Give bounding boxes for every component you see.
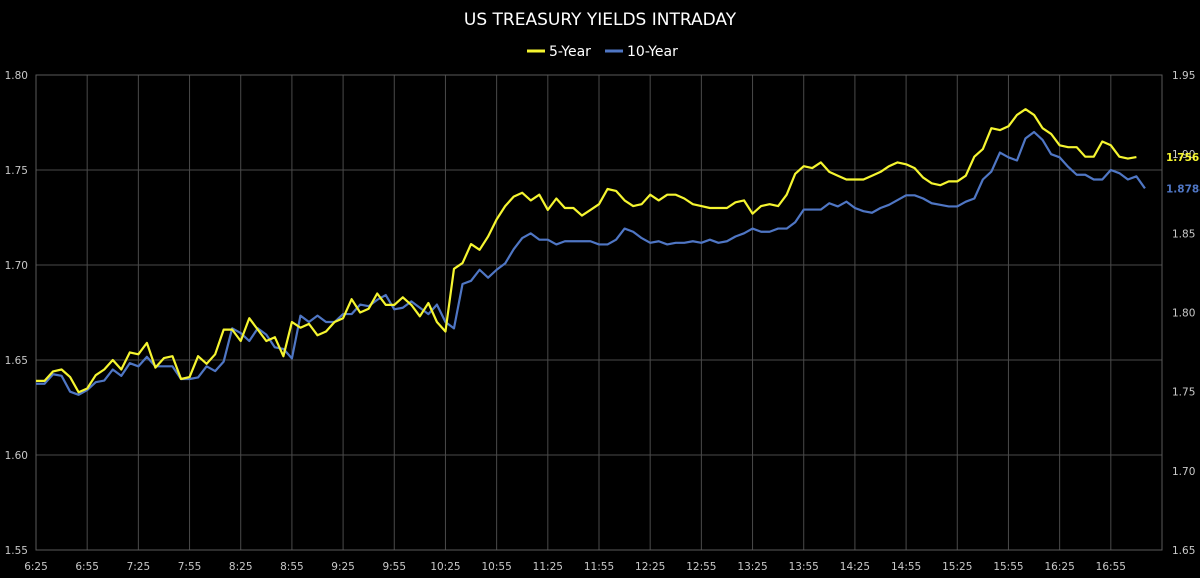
x-tick-label: 10:55 bbox=[482, 561, 512, 573]
legend-label-5-year: 5-Year bbox=[549, 44, 591, 60]
x-tick-label: 11:55 bbox=[584, 561, 614, 573]
x-tick-label: 8:25 bbox=[229, 561, 253, 573]
x-tick-label: 6:55 bbox=[75, 561, 99, 573]
legend: 5-Year 10-Year bbox=[527, 44, 678, 60]
chart-title: US TREASURY YIELDS INTRADAY bbox=[464, 10, 737, 30]
x-tick-label: 14:25 bbox=[840, 561, 870, 573]
y-axis-left: 1.55 1.60 1.65 1.70 1.75 1.80 bbox=[5, 70, 28, 557]
x-tick-label: 16:25 bbox=[1045, 561, 1075, 573]
grid-vertical bbox=[86, 75, 1112, 550]
x-tick-label: 15:55 bbox=[993, 561, 1023, 573]
plot-area-border bbox=[35, 74, 1163, 551]
y-tick-label-right: 1.65 bbox=[1172, 545, 1195, 557]
series-line-10-year bbox=[36, 130, 1146, 396]
y-tick-label-right: 1.85 bbox=[1172, 228, 1195, 240]
x-tick-label: 12:55 bbox=[686, 561, 716, 573]
end-labels: 1.8784 1.7568 bbox=[1166, 152, 1200, 195]
x-tick-label: 9:25 bbox=[331, 561, 355, 573]
x-tick-label: 13:25 bbox=[737, 561, 767, 573]
y-tick-label-left: 1.55 bbox=[5, 545, 28, 557]
end-label-5-year: 1.7568 bbox=[1166, 152, 1200, 164]
legend-label-10-year: 10-Year bbox=[627, 44, 678, 60]
x-tick-label: 13:55 bbox=[789, 561, 819, 573]
x-tick-label: 10:25 bbox=[430, 561, 460, 573]
y-tick-label-left: 1.65 bbox=[5, 355, 28, 367]
series-layer bbox=[36, 108, 1146, 396]
y-tick-label-right: 1.80 bbox=[1172, 308, 1195, 320]
y-tick-label-left: 1.80 bbox=[5, 70, 28, 82]
x-tick-label: 16:55 bbox=[1096, 561, 1126, 573]
y-tick-label-right: 1.95 bbox=[1172, 70, 1195, 82]
x-tick-label: 7:25 bbox=[127, 561, 151, 573]
y-tick-label-right: 1.90 bbox=[1172, 149, 1195, 161]
y-axis-right: 1.65 1.70 1.75 1.80 1.85 1.90 1.95 bbox=[1172, 70, 1195, 557]
x-tick-label: 9:55 bbox=[382, 561, 406, 573]
x-axis: 6:25 6:55 7:25 7:55 8:25 8:55 9:25 9:55 10:25 10:… bbox=[24, 561, 1126, 573]
y-tick-label-right: 1.75 bbox=[1172, 387, 1195, 399]
y-tick-label-left: 1.75 bbox=[5, 165, 28, 177]
end-label-10-year: 1.8784 bbox=[1166, 183, 1200, 195]
x-tick-label: 8:55 bbox=[280, 561, 304, 573]
x-tick-label: 7:55 bbox=[178, 561, 202, 573]
y-tick-label-right: 1.70 bbox=[1172, 466, 1195, 478]
y-tick-label-left: 1.70 bbox=[5, 260, 28, 272]
x-tick-label: 11:25 bbox=[533, 561, 563, 573]
x-tick-label: 12:25 bbox=[635, 561, 665, 573]
series-line-5-year bbox=[36, 108, 1137, 394]
x-tick-label: 6:25 bbox=[24, 561, 48, 573]
x-tick-label: 14:55 bbox=[891, 561, 921, 573]
y-tick-label-left: 1.60 bbox=[5, 450, 28, 462]
x-tick-label: 15:25 bbox=[942, 561, 972, 573]
